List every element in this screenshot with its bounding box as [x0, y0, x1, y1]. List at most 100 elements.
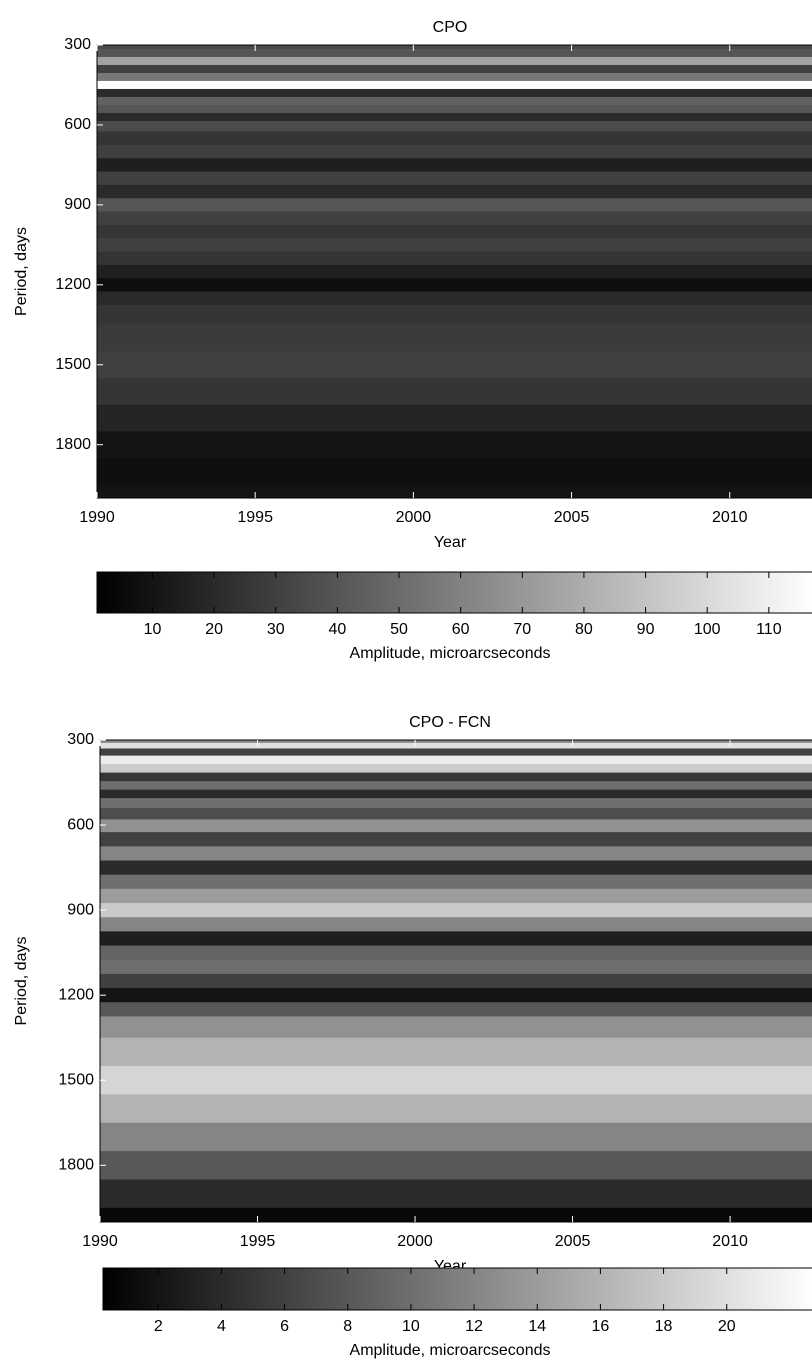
colorbar-tick-label: 60 [452, 621, 470, 638]
heat-row [97, 171, 812, 186]
heat-row [97, 291, 812, 306]
colorbar-tick-label: 70 [513, 621, 531, 638]
heat-row [100, 1002, 812, 1017]
colorbar-tick-label: 6 [280, 1318, 289, 1335]
y-tick-label: 900 [64, 196, 91, 213]
x-tick-label: 1995 [237, 509, 273, 526]
heat-row [97, 120, 812, 133]
x-tick-label: 2010 [712, 509, 748, 526]
heat-row [97, 131, 812, 146]
heat-row [100, 789, 812, 799]
y-tick-label: 1800 [58, 1157, 94, 1174]
heat-row [97, 304, 812, 326]
x-axis-label: Year [434, 534, 467, 551]
y-tick-label: 1800 [55, 436, 91, 453]
colorbar-tick-label: 90 [637, 621, 655, 638]
y-tick-label: 1500 [55, 356, 91, 373]
heat-row [97, 96, 812, 106]
heat-row [100, 1016, 812, 1039]
colorbar-tick-label: 110 [756, 621, 782, 638]
y-tick-label: 300 [64, 36, 91, 53]
heat-row [100, 1066, 812, 1095]
plot-frame [99, 739, 812, 1223]
colorbar-tick-label: 10 [402, 1318, 420, 1335]
y-tick-label: 900 [67, 901, 94, 918]
heat-row [100, 959, 812, 975]
heat-row [100, 772, 812, 782]
colorbar-tick-label: 80 [575, 621, 593, 638]
heat-row [100, 781, 812, 791]
heat-row [100, 755, 812, 765]
colorbar-tick-label: 40 [328, 621, 346, 638]
heat-row [97, 158, 812, 173]
heat-row [97, 45, 812, 50]
y-tick-label: 1500 [58, 1071, 94, 1088]
colorbar-tick-label: 2 [154, 1318, 163, 1335]
x-tick-label: 2005 [554, 509, 590, 526]
y-tick-label: 600 [64, 116, 91, 133]
heat-row [100, 798, 812, 809]
heat-row [97, 56, 812, 66]
heat-row [97, 484, 812, 499]
heat-row [97, 264, 812, 279]
heat-row [100, 808, 812, 820]
heat-row [100, 931, 812, 947]
chart-title: CPO - FCN [409, 714, 491, 731]
heat-row [100, 832, 812, 847]
y-axis-label: Period, days [13, 227, 30, 316]
colorbar-tick-label: 18 [655, 1318, 673, 1335]
heat-row [97, 404, 812, 432]
heat-row [100, 888, 812, 904]
heat-row [100, 1151, 812, 1180]
y-tick-label: 1200 [58, 986, 94, 1003]
colorbar-tick-label: 4 [217, 1318, 226, 1335]
colorbar-tick-label: 8 [343, 1318, 352, 1335]
chart-title: CPO [433, 19, 468, 36]
heat-row [97, 144, 812, 159]
heat-row [97, 88, 812, 98]
colorbar-tick-label: 100 [694, 621, 721, 638]
heat-row [97, 64, 812, 74]
x-tick-label: 1990 [82, 1233, 118, 1250]
heat-row [100, 740, 812, 744]
heat-row [100, 764, 812, 774]
heat-row [100, 1094, 812, 1124]
heat-row [97, 324, 812, 352]
colorbar [102, 1267, 812, 1311]
y-tick-label: 300 [67, 731, 94, 748]
heat-row [97, 378, 812, 406]
heat-row [100, 860, 812, 876]
colorbar-tick-label: 30 [267, 621, 285, 638]
colorbar-tick-label: 50 [390, 621, 408, 638]
heat-row [97, 104, 812, 114]
heat-row [97, 431, 812, 459]
heat-row [100, 1179, 812, 1209]
heat-row [97, 251, 812, 266]
colorbar-tick-label: 12 [465, 1318, 483, 1335]
colorbar-label: Amplitude, microarcseconds [350, 1342, 551, 1359]
colorbar [96, 571, 812, 614]
heat-row [97, 278, 812, 292]
x-tick-label: 2000 [397, 1233, 433, 1250]
heat-row [100, 917, 812, 932]
heat-row [100, 748, 812, 757]
heat-row [100, 874, 812, 890]
heat-row [100, 846, 812, 861]
heat-row [97, 224, 812, 239]
y-tick-label: 600 [67, 816, 94, 833]
heat-row [100, 945, 812, 961]
heat-row [100, 1037, 812, 1067]
heat-row [97, 184, 812, 199]
colorbar-tick-label: 20 [718, 1318, 736, 1335]
colorbar-tick-label: 10 [144, 621, 162, 638]
y-tick-label: 1200 [55, 276, 91, 293]
heat-row [100, 742, 812, 750]
heat-row [100, 1122, 812, 1152]
x-tick-label: 2005 [555, 1233, 591, 1250]
heat-row [100, 988, 812, 1003]
y-axis-label: Period, days [13, 937, 30, 1026]
colorbar-label: Amplitude, microarcseconds [350, 645, 551, 662]
x-tick-label: 1990 [79, 509, 115, 526]
heat-row [100, 819, 812, 833]
